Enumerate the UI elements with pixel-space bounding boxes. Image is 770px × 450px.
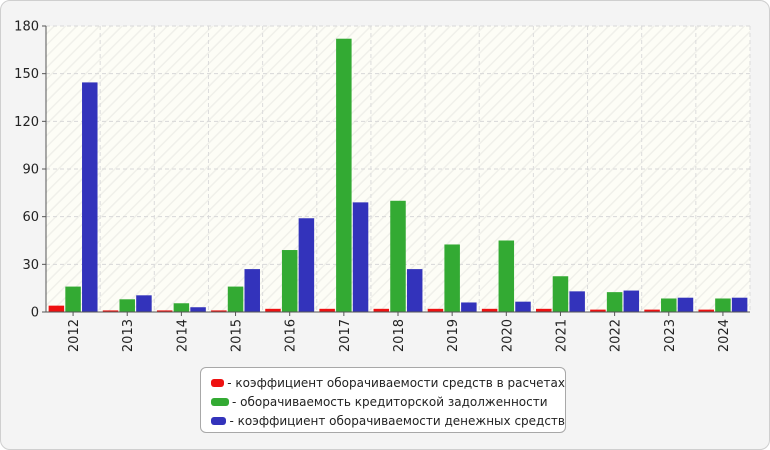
- legend-swatch-red: [211, 378, 225, 387]
- x-tick-label: 2023: [663, 319, 678, 352]
- y-tick-label: 60: [22, 210, 39, 225]
- legend-label: - коэффициент оборачиваемости средств в …: [227, 375, 565, 390]
- legend-item: - коэффициент оборачиваемости средств в …: [211, 373, 565, 392]
- x-tick-label: 2014: [175, 319, 190, 352]
- x-tick-label: 2012: [67, 319, 82, 352]
- legend-series-name: коэффициент оборачиваемости средств в ра…: [235, 375, 565, 390]
- bar: [102, 310, 119, 312]
- legend-series-name: оборачиваемость кредиторской задолженнос…: [240, 394, 548, 409]
- bar: [281, 250, 298, 312]
- bar: [319, 308, 335, 312]
- bar: [481, 308, 498, 312]
- bar: [569, 291, 585, 312]
- x-tick-label: 2020: [500, 319, 515, 352]
- legend-swatch-green: [211, 397, 229, 406]
- x-tick-label: 2013: [121, 319, 136, 352]
- bar: [173, 303, 190, 312]
- x-tick-label: 2019: [446, 319, 461, 352]
- x-tick-label: 2015: [230, 319, 245, 352]
- bar: [336, 38, 352, 312]
- y-axis-ticks: 0 30 60 90 120 150 180: [14, 20, 46, 321]
- x-tick-label: 2018: [392, 319, 407, 352]
- y-tick-label: 180: [14, 20, 39, 35]
- bar: [427, 308, 444, 312]
- bar: [461, 302, 477, 312]
- bar: [731, 297, 748, 312]
- bar: [119, 299, 135, 312]
- legend: - коэффициент оборачиваемости средств в …: [200, 367, 566, 433]
- legend-label: - оборачиваемость кредиторской задолженн…: [232, 394, 548, 409]
- x-axis-ticks: 2012 2013 2014 2015 2016 2017 2018 2019 2020 2021…: [67, 312, 732, 352]
- y-tick-label: 120: [14, 115, 39, 130]
- bar: [552, 276, 569, 312]
- bar: [715, 298, 731, 312]
- legend-item: - оборачиваемость кредиторской задолженн…: [211, 392, 565, 411]
- legend-label: - коэффициент оборачиваемости денежных с…: [229, 413, 565, 428]
- legend-item: - коэффициент оборачиваемости денежных с…: [211, 411, 565, 430]
- bar: [498, 240, 515, 312]
- bar: [48, 305, 65, 312]
- x-tick-label: 2021: [554, 319, 569, 352]
- y-tick-label: 150: [14, 67, 39, 82]
- y-tick-label: 0: [31, 306, 39, 321]
- bar: [156, 310, 173, 312]
- bar: [390, 200, 406, 312]
- bar: [644, 309, 660, 312]
- bar: [536, 308, 552, 312]
- bar: [190, 307, 206, 312]
- y-tick-label: 90: [22, 163, 39, 178]
- bar: [211, 310, 227, 312]
- bar: [65, 286, 81, 312]
- legend-swatch-blue: [211, 416, 227, 425]
- x-tick-label: 2017: [338, 319, 353, 352]
- bar: [698, 309, 714, 312]
- x-tick-label: 2024: [717, 319, 732, 352]
- bar: [623, 290, 640, 312]
- bar: [515, 301, 531, 312]
- bar: [606, 292, 623, 312]
- x-tick-label: 2022: [609, 319, 624, 352]
- grid-lines: [45, 25, 751, 312]
- bar: [352, 202, 369, 312]
- bar: [244, 269, 260, 312]
- x-tick-label: 2016: [284, 319, 299, 352]
- bar: [677, 297, 694, 312]
- bar: [406, 269, 423, 312]
- bar: [265, 308, 281, 312]
- bar: [227, 286, 244, 312]
- bars-group: [48, 38, 748, 313]
- bar: [298, 218, 315, 312]
- y-tick-label: 30: [22, 258, 39, 273]
- bar: [373, 308, 390, 312]
- bar: [590, 309, 606, 312]
- legend-series-name: коэффициент оборачиваемости денежных сре…: [237, 413, 565, 428]
- bar: [82, 82, 98, 313]
- bar: [444, 244, 460, 312]
- bar: [661, 298, 677, 312]
- bar: [136, 295, 152, 312]
